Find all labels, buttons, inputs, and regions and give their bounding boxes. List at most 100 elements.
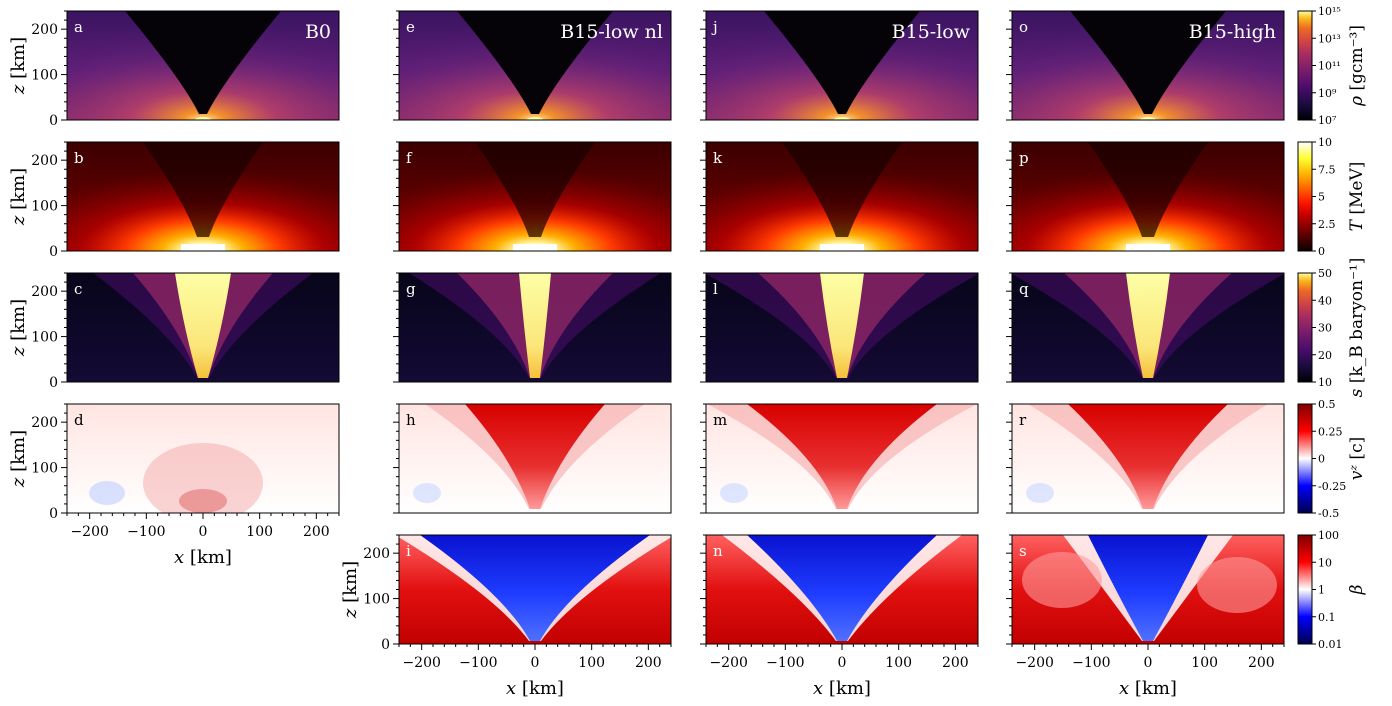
panel-letter: c	[74, 280, 82, 298]
colorbar-label: T [MeV]	[1347, 162, 1367, 232]
x-axis-label: x [km]	[174, 547, 232, 568]
panel-p: p	[1006, 141, 1285, 252]
x-tick-label: −200	[1015, 655, 1053, 671]
x-tick-label: 0	[199, 524, 208, 540]
panel-letter: d	[74, 411, 84, 429]
z-tick-label: 100	[31, 68, 58, 84]
panel-q: q	[1006, 272, 1285, 383]
x-tick-label: −100	[459, 655, 497, 671]
panel-letter: f	[406, 149, 413, 167]
colorbar-tick-label: 1	[1318, 584, 1325, 597]
x-tick-label: −200	[709, 655, 747, 671]
colorbar-tick-label: 0	[1318, 453, 1325, 466]
panel-letter: n	[713, 542, 723, 560]
x-tick-label: 200	[1248, 655, 1275, 671]
x-tick-label: 100	[1191, 655, 1218, 671]
x-tick-label: 100	[885, 655, 912, 671]
x-tick-label: 100	[578, 655, 605, 671]
x-tick-label: −200	[402, 655, 440, 671]
panel-h: h	[393, 403, 672, 514]
z-axis-label: z [km]	[340, 561, 361, 619]
panel-letter: k	[713, 149, 723, 167]
x-tick-label: 0	[531, 655, 540, 671]
colorbar-tick-label: -0.5	[1318, 507, 1339, 520]
panel-letter: r	[1019, 411, 1027, 429]
colorbar-tick-label: 0.1	[1318, 611, 1336, 624]
colorbar-label: s [k_B baryon⁻¹]	[1347, 258, 1367, 398]
colorbar-tick-label: 40	[1318, 294, 1332, 307]
panel-letter: e	[406, 18, 415, 36]
z-tick-label: 200	[31, 153, 58, 169]
colorbar-tick-label: 30	[1318, 322, 1332, 335]
colorbar-label: ρ [gcm⁻³]	[1347, 25, 1367, 107]
colorbar-tick-label: 0	[1318, 245, 1325, 258]
panel-f: f	[393, 141, 672, 252]
x-tick-label: −100	[127, 524, 165, 540]
z-tick-label: 100	[31, 330, 58, 346]
panel-letter: i	[406, 542, 411, 560]
panel-letter: m	[713, 411, 727, 429]
colorbar-tick-label: 50	[1318, 267, 1332, 280]
colorbar-tick-label: 10	[1318, 556, 1332, 569]
colorbar-tick-label: 0.5	[1318, 398, 1336, 411]
x-tick-label: 200	[635, 655, 662, 671]
panel-letter: j	[711, 18, 718, 36]
z-tick-label: 0	[49, 113, 58, 129]
x-tick-label: −100	[766, 655, 804, 671]
colorbar-tick-label: 0.01	[1318, 638, 1343, 651]
panel-letter: q	[1019, 280, 1029, 298]
z-axis-label: z [km]	[8, 430, 29, 488]
colorbar-tick-label: 10¹¹	[1318, 60, 1341, 73]
panel-letter: h	[406, 411, 416, 429]
colorbar-label: vᶻ [c]	[1347, 437, 1367, 480]
colorbar-s: 10 20 30 40 50 s [k_B baryon⁻¹]	[1297, 258, 1367, 398]
panel-k: k	[700, 141, 979, 252]
z-tick-label: 200	[31, 284, 58, 300]
panel-letter: g	[406, 280, 416, 298]
colorbar-gradient	[1297, 141, 1313, 252]
panel-j: j B15-low	[700, 10, 979, 121]
panel-letter: s	[1019, 542, 1027, 560]
z-tick-label: 100	[363, 592, 390, 608]
x-tick-label: 0	[1144, 655, 1153, 671]
x-axis-label: x [km]	[813, 678, 871, 699]
x-axis-label: x [km]	[1119, 678, 1177, 699]
colorbar-vz: -0.5 -0.25 0 0.25 0.5 vᶻ [c]	[1297, 398, 1367, 520]
panel-letter: a	[74, 18, 83, 36]
z-tick-label: 0	[49, 506, 58, 522]
colorbar-label: β	[1347, 584, 1367, 595]
colorbar-tick-label: 10⁷	[1318, 114, 1337, 127]
colorbar-tick-label: 10¹⁵	[1318, 5, 1341, 18]
x-tick-label: 200	[303, 524, 330, 540]
colorbar-tick-label: -0.25	[1318, 480, 1346, 493]
x-axis-label: x [km]	[506, 678, 564, 699]
colorbar-gradient	[1297, 272, 1313, 383]
colorbar-tick-label: 10⁹	[1318, 87, 1337, 100]
z-tick-label: 0	[49, 375, 58, 391]
colorbar-tick-label: 2.5	[1318, 218, 1336, 231]
z-tick-label: 0	[49, 244, 58, 260]
colorbar-tick-label: 10	[1318, 376, 1332, 389]
colorbar-gradient	[1297, 534, 1313, 645]
panel-g: g	[393, 272, 672, 383]
z-tick-label: 200	[31, 22, 58, 38]
x-tick-label: −200	[70, 524, 108, 540]
panel-n: n −200 −100 0 100 200 x [km]	[700, 534, 979, 699]
x-tick-label: 200	[942, 655, 969, 671]
colorbar-gradient	[1297, 10, 1313, 121]
z-tick-label: 100	[31, 199, 58, 215]
panel-r: r	[1006, 403, 1285, 514]
colorbar-tick-label: 20	[1318, 349, 1332, 362]
z-axis-label: z [km]	[8, 37, 29, 95]
z-tick-label: 100	[31, 461, 58, 477]
panel-letter: o	[1019, 18, 1028, 36]
model-name: B15-low	[892, 21, 971, 43]
colorbar-tick-label: 10¹³	[1318, 32, 1341, 45]
z-tick-label: 0	[381, 637, 390, 653]
colorbar-beta: 0.01 0.1 1 10 100 β	[1297, 529, 1367, 651]
x-tick-label: 0	[838, 655, 847, 671]
